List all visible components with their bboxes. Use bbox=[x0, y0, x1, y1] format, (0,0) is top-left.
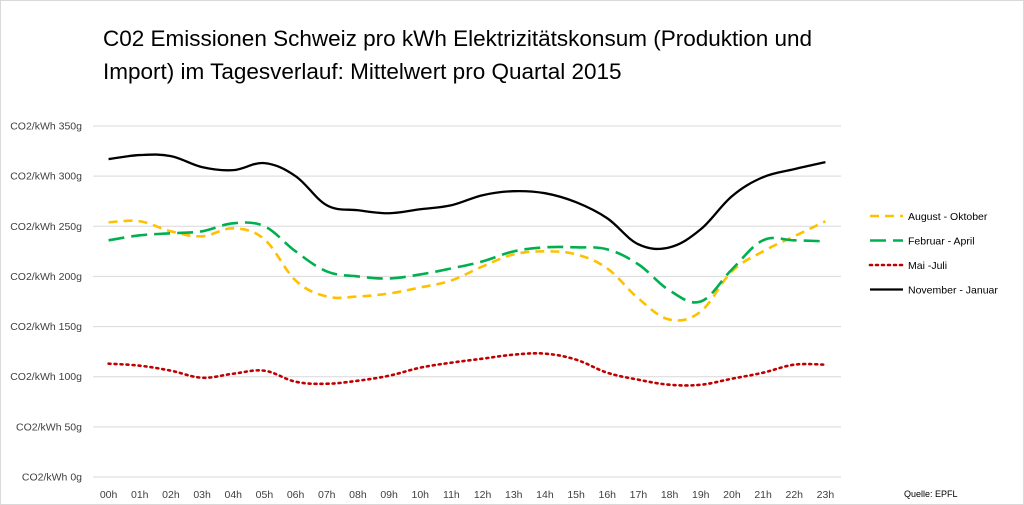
x-tick-label: 21h bbox=[754, 489, 772, 501]
x-tick-label: 08h bbox=[349, 489, 367, 501]
chart-title-line-2: Import) im Tagesverlauf: Mittelwert pro … bbox=[103, 59, 622, 84]
chart-title: C02 Emissionen Schweiz pro kWh Elektrizi… bbox=[103, 22, 983, 88]
x-tick-label: 00h bbox=[100, 489, 118, 501]
legend-label-november-januar: November - Januar bbox=[908, 284, 998, 296]
legend-label-mai-juli: Mai -Juli bbox=[908, 260, 947, 272]
gridlines bbox=[93, 125, 841, 478]
x-tick-label: 13h bbox=[505, 489, 523, 501]
x-tick-label: 06h bbox=[287, 489, 305, 501]
x-tick-label: 20h bbox=[723, 489, 741, 501]
y-tick-label: CO2/kWh 50g bbox=[16, 421, 82, 433]
x-tick-label: 19h bbox=[692, 489, 710, 501]
series-line-mai-juli bbox=[107, 351, 827, 387]
x-tick-label: 15h bbox=[567, 489, 585, 501]
x-tick-label: 14h bbox=[536, 489, 554, 501]
x-tick-label: 04h bbox=[224, 489, 242, 501]
y-tick-label: CO2/kWh 350g bbox=[10, 121, 82, 133]
y-axis-tick-labels: CO2/kWh 0g CO2/kWh 50g CO2/kWh 100g CO2/kWh… bbox=[10, 121, 82, 484]
x-tick-label: 12h bbox=[474, 489, 492, 501]
series-line-august-oktober bbox=[108, 219, 826, 322]
x-tick-label: 22h bbox=[785, 489, 803, 501]
x-tick-label: 07h bbox=[318, 489, 336, 501]
source-note: Quelle: EPFL bbox=[904, 489, 958, 499]
x-tick-label: 16h bbox=[598, 489, 616, 501]
y-tick-label: CO2/kWh 0g bbox=[22, 472, 82, 484]
x-tick-label: 03h bbox=[193, 489, 211, 501]
x-tick-label: 01h bbox=[131, 489, 149, 501]
y-tick-label: CO2/kWh 200g bbox=[10, 271, 82, 283]
series-line-november-januar bbox=[108, 153, 826, 251]
x-tick-label: 18h bbox=[661, 489, 679, 501]
x-tick-label: 11h bbox=[443, 489, 460, 501]
x-tick-label: 17h bbox=[630, 489, 648, 501]
x-tick-label: 02h bbox=[162, 489, 180, 501]
legend-label-august-oktober: August - Oktober bbox=[908, 211, 988, 223]
series-line-februar-april bbox=[108, 221, 826, 304]
series-lines bbox=[107, 153, 827, 387]
x-tick-label: 23h bbox=[817, 489, 835, 501]
y-tick-label: CO2/kWh 150g bbox=[10, 321, 82, 333]
y-tick-label: CO2/kWh 100g bbox=[10, 371, 82, 383]
legend: August - Oktober Februar - April Mai -Juli… bbox=[868, 211, 998, 296]
x-axis-tick-labels: 00h 01h 02h 03h 04h 05h 06h 07h 08h 09h 10h 11h 12h 1… bbox=[100, 489, 835, 501]
x-tick-label: 10h bbox=[411, 489, 429, 501]
x-tick-label: 05h bbox=[256, 489, 274, 501]
legend-label-februar-april: Februar - April bbox=[908, 235, 975, 247]
x-tick-label: 09h bbox=[380, 489, 398, 501]
chart-title-line-1: C02 Emissionen Schweiz pro kWh Elektrizi… bbox=[103, 26, 813, 51]
y-tick-label: CO2/kWh 250g bbox=[10, 221, 82, 233]
y-tick-label: CO2/kWh 300g bbox=[10, 171, 82, 183]
